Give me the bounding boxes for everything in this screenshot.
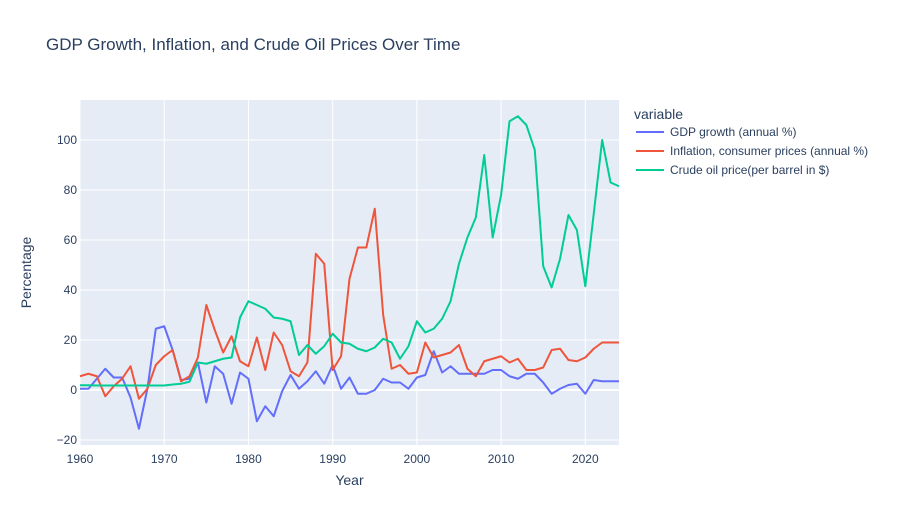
x-tick-label: 2020 xyxy=(572,452,599,466)
legend-label: Inflation, consumer prices (annual %) xyxy=(670,144,868,158)
y-tick-label: 100 xyxy=(57,133,77,147)
legend-items: GDP growth (annual %) Inflation, consumer… xyxy=(636,125,868,177)
x-tick-label: 2000 xyxy=(404,452,431,466)
y-tick-label: 60 xyxy=(64,233,78,247)
series-line xyxy=(80,115,620,387)
x-axis-label: Year xyxy=(335,472,364,488)
y-axis-ticks: −20 0 20 40 60 80 100 xyxy=(57,133,78,447)
plot-background xyxy=(80,100,619,445)
y-axis-label: Percentage xyxy=(18,236,34,308)
x-tick-label: 2010 xyxy=(488,452,515,466)
chart-title: GDP Growth, Inflation, and Crude Oil Pri… xyxy=(46,35,460,54)
series-lines xyxy=(79,115,620,430)
legend-label: Crude oil price(per barrel in $) xyxy=(670,163,829,177)
legend-label: GDP growth (annual %) xyxy=(670,125,797,139)
x-tick-label: 1980 xyxy=(235,452,262,466)
x-tick-label: 1970 xyxy=(151,452,178,466)
series-line xyxy=(79,207,619,400)
x-tick-label: 1990 xyxy=(319,452,346,466)
y-tick-label: 40 xyxy=(64,283,78,297)
grid-lines xyxy=(79,100,619,445)
x-tick-label: 1960 xyxy=(67,452,94,466)
y-tick-label: 0 xyxy=(70,383,77,397)
x-axis-ticks: 1960 1970 1980 1990 2000 2010 2020 xyxy=(67,452,599,466)
y-tick-label: 80 xyxy=(64,183,78,197)
y-tick-label: 20 xyxy=(64,333,78,347)
legend: variable GDP growth (annual %) Inflation,… xyxy=(634,106,868,177)
legend-title: variable xyxy=(634,106,683,122)
series-line xyxy=(80,325,619,430)
y-tick-label: −20 xyxy=(57,433,78,447)
